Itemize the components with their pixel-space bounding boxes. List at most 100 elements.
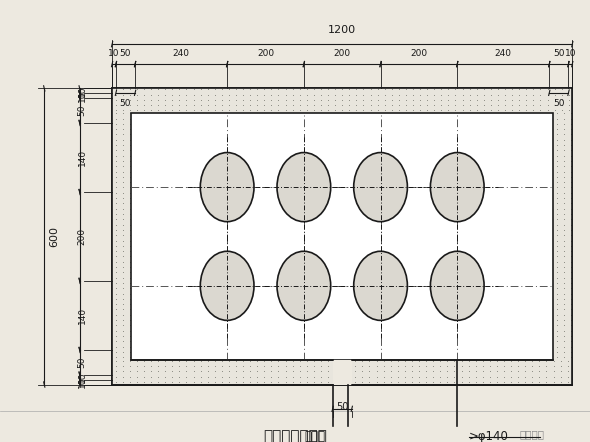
Point (486, 91, 496, 98)
Point (478, 362, 487, 370)
Point (529, 96, 538, 103)
Point (379, 362, 388, 370)
Point (394, 102, 404, 109)
Point (118, 107, 127, 114)
Point (552, 184, 561, 191)
Point (132, 102, 142, 109)
Point (160, 102, 170, 109)
Point (231, 107, 241, 114)
Point (556, 378, 565, 385)
Point (260, 86, 269, 93)
Point (210, 91, 219, 98)
Point (238, 357, 248, 364)
Point (231, 378, 241, 385)
Point (559, 274, 569, 281)
Point (543, 96, 552, 103)
Point (345, 96, 354, 103)
Point (111, 348, 120, 355)
Point (118, 221, 127, 228)
Point (550, 102, 559, 109)
Point (556, 368, 565, 375)
Point (111, 168, 120, 175)
Point (407, 373, 417, 380)
Point (359, 96, 368, 103)
Point (111, 368, 120, 375)
Point (529, 102, 538, 109)
Point (168, 378, 177, 385)
Point (559, 115, 569, 122)
Point (260, 107, 269, 114)
Point (451, 96, 460, 103)
Point (559, 147, 569, 154)
Point (437, 86, 446, 93)
Point (210, 357, 219, 364)
Point (132, 86, 142, 93)
Point (401, 107, 411, 114)
Point (253, 378, 262, 385)
Point (428, 373, 438, 380)
Point (274, 378, 283, 385)
Point (253, 96, 262, 103)
Point (111, 216, 120, 223)
Point (373, 91, 382, 98)
Point (400, 378, 409, 385)
Point (267, 373, 276, 380)
Point (274, 107, 283, 114)
Point (295, 96, 304, 103)
Point (302, 373, 312, 380)
Point (125, 126, 135, 133)
Point (566, 327, 576, 334)
Point (365, 368, 374, 375)
Point (465, 107, 474, 114)
Point (493, 91, 503, 98)
Point (552, 168, 561, 175)
Point (450, 373, 459, 380)
Point (111, 237, 120, 244)
Point (146, 362, 156, 370)
Point (245, 96, 255, 103)
Point (566, 354, 576, 361)
Point (260, 373, 269, 380)
Point (118, 316, 127, 324)
Point (421, 368, 431, 375)
Point (366, 91, 375, 98)
Point (118, 258, 127, 265)
Point (422, 102, 432, 109)
Point (139, 357, 149, 364)
Point (428, 378, 438, 385)
Point (552, 295, 561, 302)
Point (118, 338, 127, 345)
Point (507, 91, 517, 98)
Point (125, 184, 135, 191)
Point (125, 141, 135, 149)
Point (464, 373, 473, 380)
Point (492, 368, 502, 375)
Point (160, 86, 170, 93)
Point (559, 194, 569, 202)
Point (366, 96, 375, 103)
Point (500, 86, 510, 93)
Point (125, 368, 135, 375)
Point (175, 368, 184, 375)
Point (118, 357, 127, 364)
Point (323, 91, 333, 98)
Point (542, 368, 551, 375)
Point (295, 357, 304, 364)
Point (566, 126, 576, 133)
Point (189, 107, 198, 114)
Point (566, 189, 576, 196)
Point (566, 332, 576, 339)
Point (281, 107, 290, 114)
Point (224, 357, 234, 364)
Bar (112, 360, 333, 385)
Point (566, 269, 576, 276)
Point (111, 301, 120, 308)
Point (520, 357, 530, 364)
Point (345, 102, 354, 109)
Point (472, 107, 481, 114)
Point (550, 107, 559, 114)
Point (499, 373, 509, 380)
Point (217, 362, 227, 370)
Point (365, 378, 374, 385)
Point (189, 362, 198, 370)
